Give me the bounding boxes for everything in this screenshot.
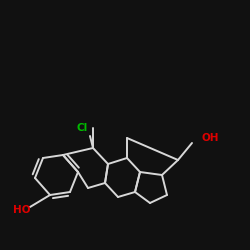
Text: Cl: Cl xyxy=(76,123,88,133)
Text: HO: HO xyxy=(13,205,31,215)
Text: OH: OH xyxy=(202,133,220,143)
